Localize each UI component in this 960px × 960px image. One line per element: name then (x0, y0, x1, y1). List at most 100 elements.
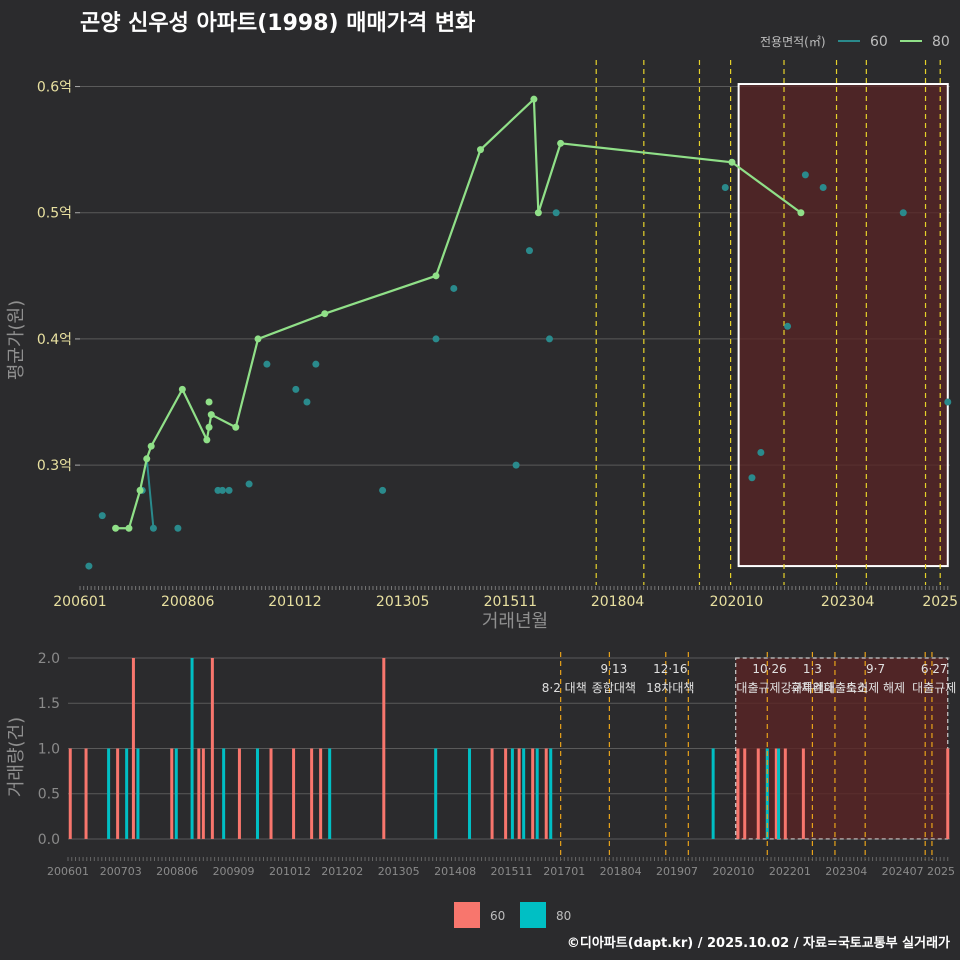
policy-date-label: 9·7 (866, 662, 885, 676)
legend-bar-60-label: 60 (490, 909, 505, 923)
bar-80 (107, 748, 111, 839)
bar-60 (292, 748, 296, 839)
point-80 (534, 209, 542, 217)
bar-60 (736, 748, 740, 839)
bar-60 (774, 748, 778, 839)
point-60 (784, 322, 792, 330)
x-tick-label: 200909 (213, 865, 255, 878)
bar-60 (490, 748, 494, 839)
policy-date-label: 12·16 (653, 662, 687, 676)
point-60 (899, 209, 907, 217)
x-tick-label: 2025 (927, 865, 955, 878)
footer-credit: ©디아파트(dapt.kr) / 2025.10.02 / 자료=국토교통부 실… (567, 935, 950, 951)
point-80 (207, 411, 215, 419)
bar-60 (756, 748, 760, 839)
policy-name-label: 대출규제 (912, 681, 956, 695)
bar-80 (468, 748, 472, 839)
bar-80 (328, 748, 332, 839)
policy-name-label: 규제완화 (790, 681, 834, 695)
x-tick-label: 202010 (712, 865, 754, 878)
x-tick-label: 202304 (825, 865, 867, 878)
point-80 (125, 524, 133, 532)
point-60 (512, 461, 520, 469)
point-60 (379, 486, 387, 494)
point-60 (450, 284, 458, 292)
policy-name-label: 종합대책 (592, 680, 636, 695)
x-tick-label: 201511 (484, 594, 537, 610)
point-60 (263, 360, 271, 368)
y-tick-label: 1.0 (38, 741, 60, 757)
x-tick-label: 201408 (434, 865, 476, 878)
bar-60 (68, 748, 72, 839)
bar-60 (237, 748, 241, 839)
point-60 (98, 512, 106, 520)
policy-name-label: 18차대책 (646, 680, 694, 695)
bar-60 (197, 748, 201, 839)
point-60 (432, 335, 440, 343)
x-axis-label: 거래년월 (482, 611, 548, 632)
y-tick-label: 0.3억 (37, 458, 72, 474)
bar-60 (131, 658, 135, 839)
point-60 (303, 398, 311, 406)
point-60 (748, 474, 756, 482)
point-60 (85, 562, 93, 570)
bar-80 (549, 748, 553, 839)
bar-80 (510, 748, 514, 839)
price-legend: 전용면적(㎡) 60 80 (760, 34, 950, 50)
legend-bar-80-label: 80 (556, 909, 571, 923)
x-tick-label: 202010 (710, 594, 763, 610)
bar-80 (174, 748, 178, 839)
bar-80 (711, 748, 715, 839)
bar-80 (136, 748, 140, 839)
bar-60 (801, 748, 805, 839)
point-80 (136, 486, 144, 494)
y-tick-label: 0.0 (38, 832, 60, 848)
point-60 (225, 486, 233, 494)
x-tick-label: 201907 (656, 865, 698, 878)
y-tick-label: 0.5억 (37, 206, 72, 222)
line-80 (115, 96, 802, 530)
policy-date-label: 6·27 (921, 662, 948, 676)
point-80 (203, 436, 211, 444)
bar-60 (269, 748, 273, 839)
x-tick-label: 201202 (321, 865, 363, 878)
bar-80 (190, 658, 194, 839)
point-80 (205, 423, 213, 431)
y-tick-label: 0.6억 (37, 80, 72, 96)
volume-legend: 60 80 (454, 902, 571, 928)
y-tick-label: 1.5 (38, 696, 60, 712)
bar-60 (946, 748, 950, 839)
point-80 (147, 442, 155, 450)
line-60 (145, 458, 155, 529)
point-60 (757, 449, 765, 456)
point-80 (530, 95, 538, 103)
policy-name-label: 특례대출축소 (802, 681, 868, 695)
x-tick-label: 201012 (269, 865, 311, 878)
legend-bar-80-swatch (520, 902, 546, 928)
x-tick-label: 2025 (922, 594, 958, 610)
point-60 (174, 524, 182, 532)
point-80 (477, 146, 485, 154)
point-60 (312, 360, 320, 368)
point-60 (525, 247, 533, 255)
x-tick-label: 201305 (376, 594, 429, 610)
x-tick-label: 201511 (490, 865, 532, 878)
bar-60 (310, 748, 314, 839)
point-60 (292, 385, 300, 393)
point-60 (721, 184, 729, 191)
bar-80 (777, 748, 781, 839)
policy-date-label: 10·26 (752, 662, 786, 676)
y-tick-label: 2.0 (38, 651, 60, 667)
bar-80 (434, 748, 438, 839)
price-panel: 0.3억 0.4억 0.5억 0.6억 200601 200806 201012 201305… (6, 60, 958, 632)
legend-title: 전용면적(㎡) (760, 35, 826, 49)
policy-name-label: 대출규제강화 (736, 681, 802, 695)
bar-60 (544, 748, 548, 839)
point-80 (321, 310, 329, 318)
bar-60 (382, 658, 386, 839)
bar-60 (319, 748, 323, 839)
x-tick-label: 202407 (882, 865, 924, 878)
x-tick-label: 200703 (100, 865, 142, 878)
bar-60 (743, 748, 747, 839)
